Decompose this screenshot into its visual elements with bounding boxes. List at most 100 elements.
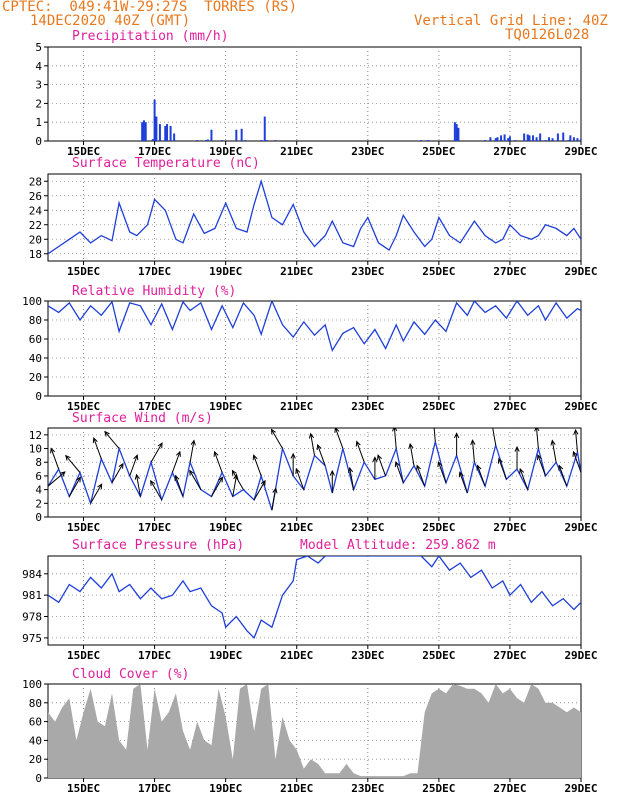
- panel-title: Cloud Cover (%): [72, 667, 189, 682]
- y-tick-label: 28: [29, 175, 42, 188]
- x-tick-label: 21DEC: [280, 400, 313, 413]
- precip-bar: [544, 140, 547, 141]
- x-tick-label: 17DEC: [138, 145, 171, 158]
- wind-arrow: [377, 454, 387, 477]
- precip-bar: [153, 99, 156, 141]
- series-line: [48, 556, 581, 640]
- precip-bar: [528, 135, 531, 141]
- y-tick-label: 981: [22, 589, 42, 602]
- y-tick-label: 1: [35, 116, 42, 129]
- x-tick-label: 25DEC: [422, 265, 455, 278]
- x-tick-label: 15DEC: [67, 145, 100, 158]
- wind-arrow: [252, 454, 262, 477]
- x-tick-label: 21DEC: [280, 649, 313, 662]
- wind-arrow: [416, 464, 426, 487]
- precip-bar: [551, 138, 554, 141]
- x-tick-label: 25DEC: [422, 400, 455, 413]
- precip-bar: [151, 139, 154, 141]
- precip-bar: [244, 140, 247, 141]
- wind-arrow: [490, 428, 497, 446]
- wind-arrow: [470, 439, 476, 463]
- x-tick-label: 27DEC: [493, 145, 526, 158]
- x-tick-label: 25DEC: [422, 782, 455, 795]
- panel-title: Surface Wind (m/s): [72, 411, 213, 426]
- wind-arrow: [90, 483, 103, 504]
- precip-bar: [196, 140, 199, 141]
- wind-arrow: [394, 461, 404, 483]
- precip-bar: [489, 137, 492, 141]
- x-tick-label: 21DEC: [280, 265, 313, 278]
- x-tick-label: 25DEC: [422, 145, 455, 158]
- precip-bar: [155, 116, 158, 141]
- precip-bar: [263, 116, 266, 141]
- panel-annotation: Model Altitude: 259.862 m: [300, 538, 496, 553]
- wind-arrow: [347, 466, 355, 490]
- precip-bar: [265, 140, 268, 141]
- wind-arrow: [211, 476, 224, 497]
- x-tick-label: 23DEC: [351, 649, 384, 662]
- precip-bar: [572, 137, 575, 141]
- wind-arrow: [334, 428, 344, 449]
- wind-arrow: [514, 445, 520, 470]
- precip-bar: [526, 134, 529, 141]
- plot-area: [141, 99, 581, 141]
- precip-bar: [173, 133, 176, 141]
- x-tick-label: 19DEC: [209, 265, 242, 278]
- wind-arrow: [189, 469, 202, 490]
- x-tick-label: 17DEC: [138, 400, 171, 413]
- chart-panel: 0 1 2 3 4 5 15DEC 17DEC 19DEC 21DEC 23DEC 25DEC 27DE…: [35, 29, 597, 158]
- wind-arrow: [48, 471, 66, 487]
- cloud-area: [48, 684, 581, 778]
- wind-arrow: [134, 473, 141, 497]
- panel-title: Surface Pressure (hPa): [72, 538, 244, 553]
- panel-title: Surface Temperature (nC): [72, 156, 260, 171]
- x-tick-label: 17DEC: [138, 265, 171, 278]
- wind-arrow: [213, 450, 223, 473]
- y-tick-label: 60: [29, 333, 42, 346]
- x-tick-label: 19DEC: [209, 521, 242, 534]
- x-tick-label: 23DEC: [351, 145, 384, 158]
- y-tick-label: 975: [22, 632, 42, 645]
- y-tick-label: 22: [29, 219, 42, 232]
- precip-bar: [457, 127, 460, 141]
- x-tick-label: 25DEC: [422, 649, 455, 662]
- x-tick-label: 19DEC: [209, 649, 242, 662]
- wind-arrow: [437, 461, 447, 483]
- wind-arrow: [104, 430, 120, 449]
- x-tick-label: 23DEC: [351, 782, 384, 795]
- wind-arrow: [550, 439, 557, 463]
- series-line: [48, 441, 581, 511]
- wind-arrow: [454, 432, 460, 456]
- plot-frame: [47, 300, 582, 397]
- plot-frame: [47, 46, 582, 142]
- series-line: [48, 179, 581, 255]
- precip-bar: [556, 133, 559, 141]
- plot-area: [48, 684, 581, 778]
- precip-bar: [507, 138, 510, 141]
- wind-arrow: [189, 439, 196, 463]
- precip-bar: [158, 124, 161, 141]
- panel-title: Relative Humidity (%): [72, 284, 236, 299]
- plot-frame: [47, 555, 582, 646]
- precip-bar: [260, 140, 263, 141]
- x-tick-label: 15DEC: [67, 649, 100, 662]
- y-tick-label: 20: [29, 371, 42, 384]
- precip-bar: [580, 139, 581, 141]
- wind-arrow: [174, 474, 184, 497]
- wind-arrow: [519, 467, 529, 490]
- wind-arrow: [68, 476, 81, 497]
- precip-bar: [141, 122, 144, 141]
- y-tick-label: 100: [22, 678, 42, 691]
- precip-bar: [500, 135, 503, 141]
- wind-arrow: [316, 443, 326, 466]
- y-tick-label: 0: [35, 135, 42, 148]
- precip-bar: [484, 140, 487, 141]
- x-tick-label: 19DEC: [209, 782, 242, 795]
- precip-bar: [455, 124, 458, 141]
- plot-area: [48, 179, 581, 255]
- header-datetime: 14DEC2020 40Z (GMT): [30, 13, 191, 29]
- wind-arrow: [497, 457, 507, 480]
- wind-arrow: [295, 467, 305, 490]
- x-tick-label: 29DEC: [564, 265, 597, 278]
- plot-frame: [47, 173, 582, 262]
